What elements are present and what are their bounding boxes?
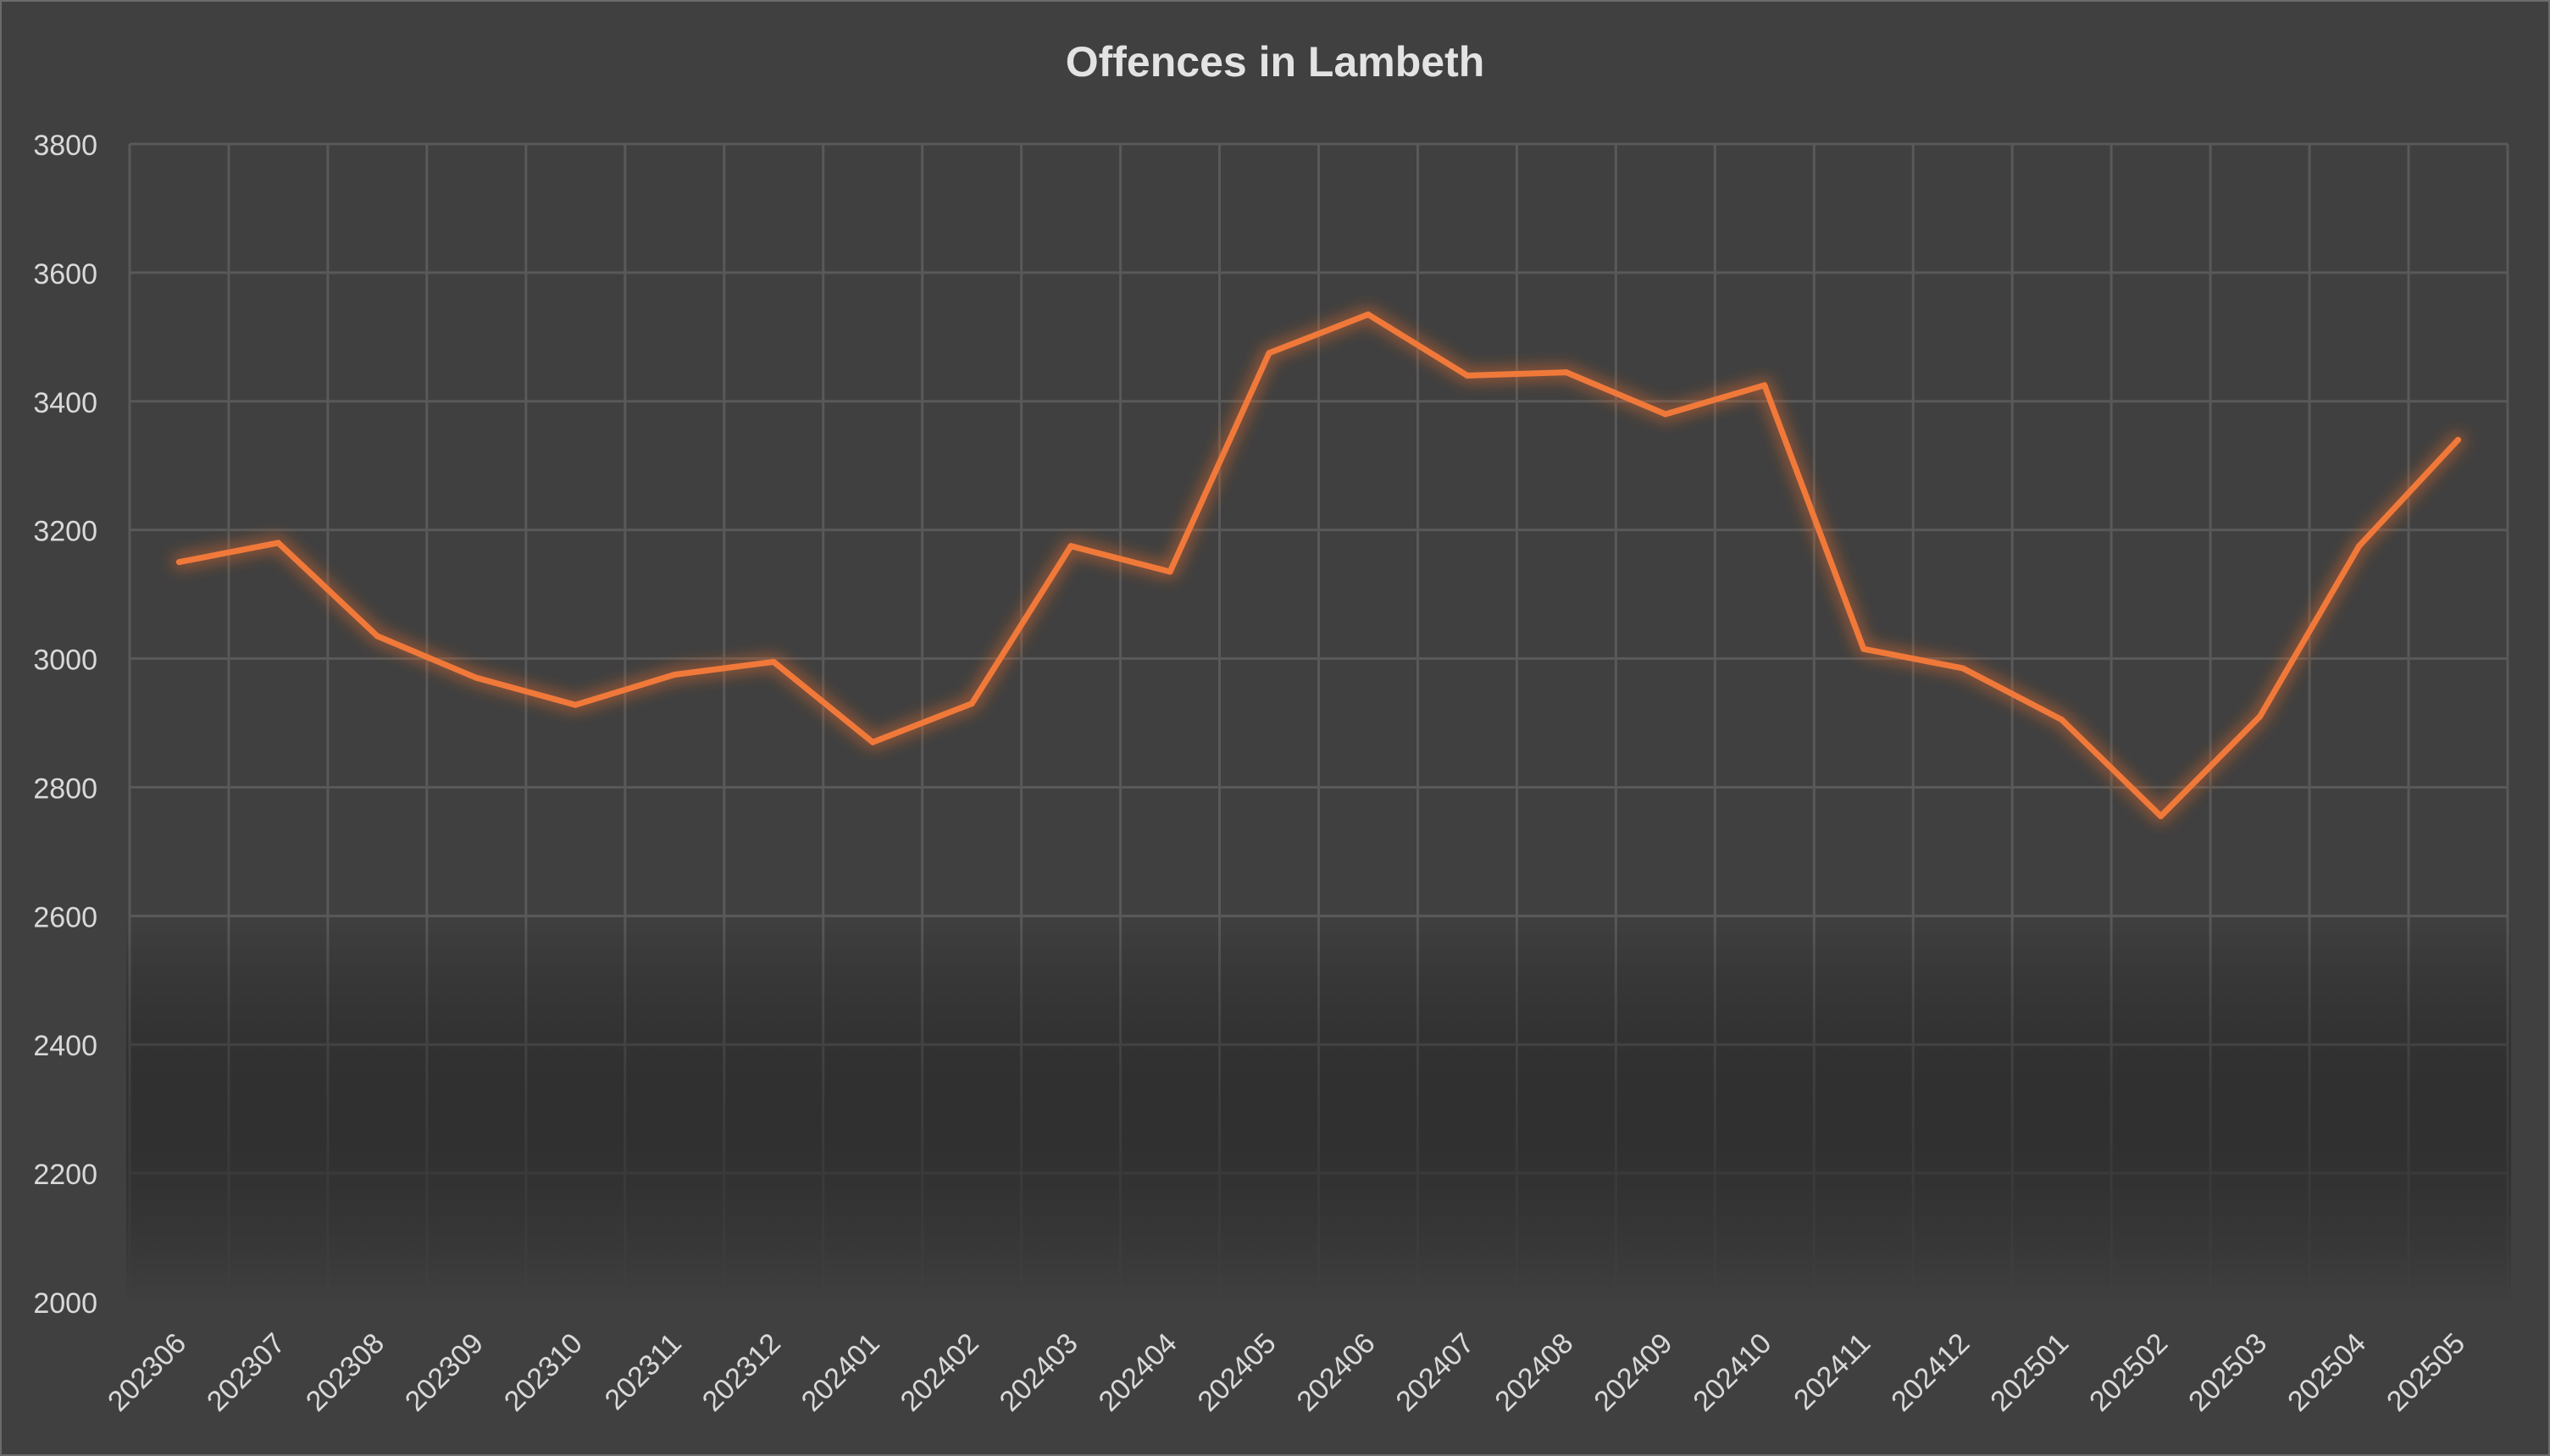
- series-layer: [172, 307, 2465, 823]
- data-point: [1662, 411, 1669, 418]
- x-tick-label: 202502: [2083, 1327, 2174, 1418]
- data-point: [770, 658, 777, 665]
- data-point: [175, 559, 182, 566]
- x-tick-label: 202411: [1788, 1327, 1876, 1416]
- x-axis-ticks: 202306 202307 202308 202309 202310 202311 2023…: [102, 1327, 2471, 1418]
- data-point: [1067, 543, 1074, 550]
- data-point: [869, 739, 876, 745]
- x-tick-label: 202504: [2281, 1327, 2372, 1418]
- x-tick-label: 202311: [599, 1327, 688, 1416]
- y-tick-label: 3200: [33, 516, 97, 548]
- data-point: [1960, 665, 1966, 672]
- x-tick-label: 202503: [2182, 1327, 2273, 1418]
- data-point: [374, 633, 380, 639]
- data-point: [968, 700, 975, 707]
- data-point: [2059, 717, 2065, 723]
- x-tick-label: 202505: [2381, 1327, 2471, 1418]
- y-tick-label: 3000: [33, 645, 97, 677]
- x-tick-label: 202310: [498, 1327, 589, 1418]
- y-tick-label: 2600: [33, 901, 97, 933]
- data-point: [2257, 713, 2264, 720]
- data-point: [671, 672, 678, 678]
- y-tick-label: 2800: [33, 772, 97, 805]
- x-tick-label: 202410: [1687, 1327, 1777, 1418]
- y-tick-label: 2000: [33, 1287, 97, 1320]
- x-tick-label: 202308: [300, 1327, 391, 1418]
- data-point: [1860, 645, 1867, 652]
- x-tick-label: 202404: [1093, 1327, 1184, 1418]
- data-point: [2455, 436, 2462, 443]
- y-axis-ticks: 2000 2200 2400 2600 2800 3000 3200 3400 3600 3800: [33, 130, 97, 1320]
- x-tick-label: 202409: [1588, 1327, 1678, 1418]
- x-tick-label: 202402: [895, 1327, 985, 1418]
- x-tick-label: 202307: [201, 1327, 291, 1418]
- data-point: [1563, 369, 1570, 376]
- data-point: [1464, 372, 1471, 379]
- x-tick-label: 202401: [795, 1327, 886, 1418]
- y-tick-label: 2200: [33, 1159, 97, 1191]
- x-tick-label: 202306: [102, 1327, 192, 1418]
- x-tick-label: 202405: [1192, 1327, 1283, 1418]
- grid-fade: [126, 915, 2511, 1305]
- x-tick-label: 202501: [1984, 1327, 2075, 1418]
- data-point: [2158, 813, 2165, 820]
- y-tick-label: 3800: [33, 130, 97, 162]
- data-point: [572, 701, 579, 708]
- data-point: [2356, 543, 2363, 550]
- y-tick-label: 2400: [33, 1030, 97, 1062]
- data-point: [1761, 382, 1768, 389]
- x-tick-label: 202407: [1389, 1327, 1480, 1418]
- x-tick-label: 202403: [994, 1327, 1084, 1418]
- x-tick-label: 202408: [1488, 1327, 1579, 1418]
- y-tick-label: 3400: [33, 387, 97, 419]
- chart-title: Offences in Lambeth: [1066, 38, 1485, 86]
- data-point: [1167, 568, 1173, 575]
- data-point: [473, 674, 480, 681]
- x-tick-label: 202312: [696, 1327, 787, 1418]
- data-point: [1266, 350, 1272, 357]
- series-line: [176, 311, 2461, 820]
- x-tick-label: 202309: [399, 1327, 490, 1418]
- data-point: [274, 540, 281, 546]
- x-tick-label: 202406: [1291, 1327, 1382, 1418]
- x-tick-label: 202412: [1885, 1327, 1976, 1418]
- data-point: [1365, 311, 1372, 318]
- y-tick-label: 3600: [33, 258, 97, 291]
